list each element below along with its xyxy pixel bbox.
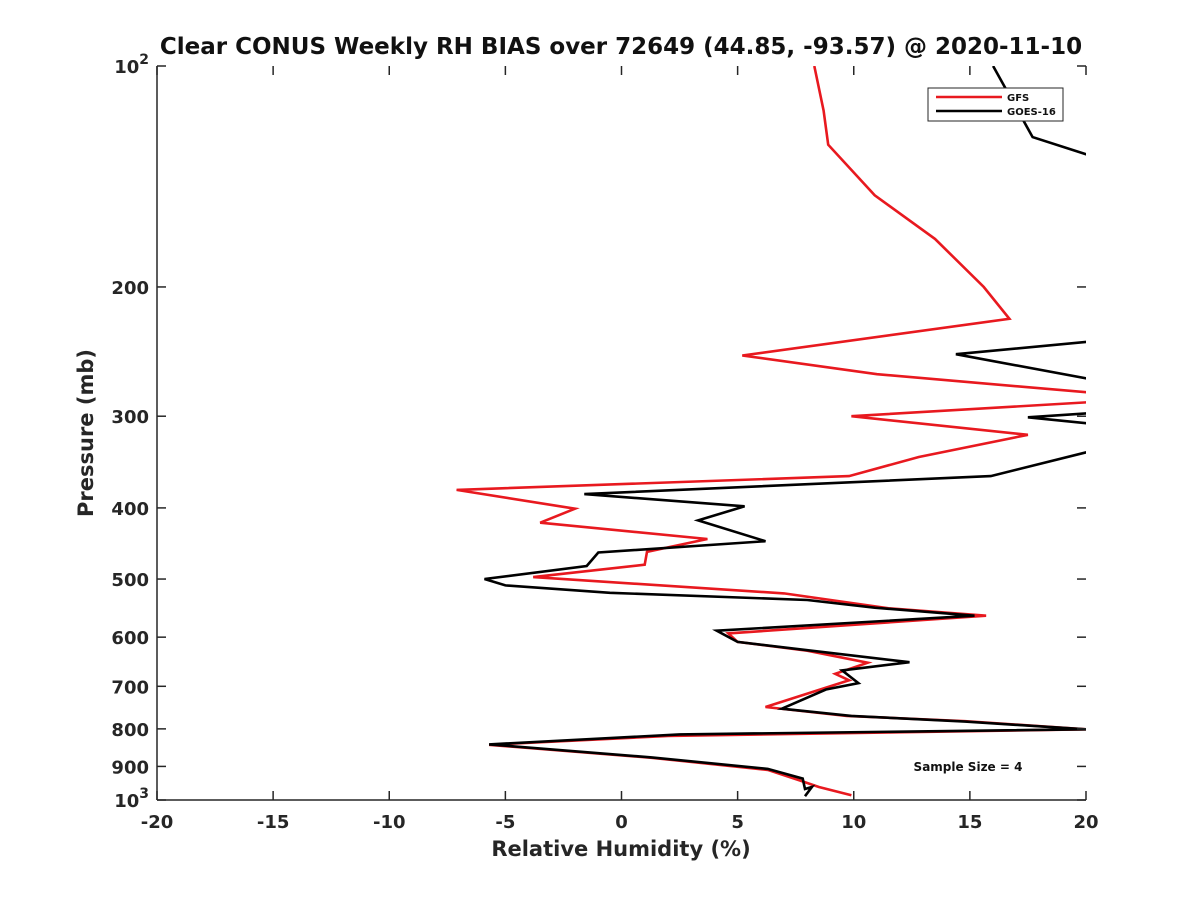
y-axis-label: Pressure (mb) bbox=[74, 349, 98, 517]
y-tick-label: 102 bbox=[114, 52, 149, 78]
legend-label: GOES-16 bbox=[1007, 107, 1056, 118]
y-tick-label: 900 bbox=[111, 757, 149, 778]
y-tick-label: 300 bbox=[111, 407, 149, 428]
y-tick-label: 200 bbox=[111, 278, 149, 299]
chart-title: Clear CONUS Weekly RH BIAS over 72649 (4… bbox=[160, 34, 1082, 60]
y-tick-label: 400 bbox=[111, 499, 149, 520]
y-tick-label: 700 bbox=[111, 677, 149, 698]
x-tick-label: 20 bbox=[1073, 812, 1098, 833]
series-line-goes-16 bbox=[484, 66, 1086, 797]
x-tick-label: 5 bbox=[731, 812, 744, 833]
legend: GFS GOES-16 bbox=[927, 87, 1064, 122]
x-tick-label: 10 bbox=[841, 812, 866, 833]
legend-label: GFS bbox=[1007, 93, 1029, 104]
y-tick-label: 103 bbox=[114, 786, 149, 812]
x-tick-label: 0 bbox=[615, 812, 628, 833]
x-tick-label: 15 bbox=[957, 812, 982, 833]
y-tick-label: 500 bbox=[111, 570, 149, 591]
y-tick-label: 800 bbox=[111, 720, 149, 741]
y-tick-label: 600 bbox=[111, 628, 149, 649]
x-tick-label: -5 bbox=[495, 812, 515, 833]
x-tick-label: -20 bbox=[141, 812, 174, 833]
sample-size-annotation: Sample Size = 4 bbox=[914, 760, 1023, 774]
plot-area bbox=[157, 66, 1086, 800]
x-tick-label: -10 bbox=[373, 812, 406, 833]
x-axis-label: Relative Humidity (%) bbox=[491, 837, 750, 861]
legend-box bbox=[927, 87, 1064, 122]
x-tick-label: -15 bbox=[257, 812, 290, 833]
